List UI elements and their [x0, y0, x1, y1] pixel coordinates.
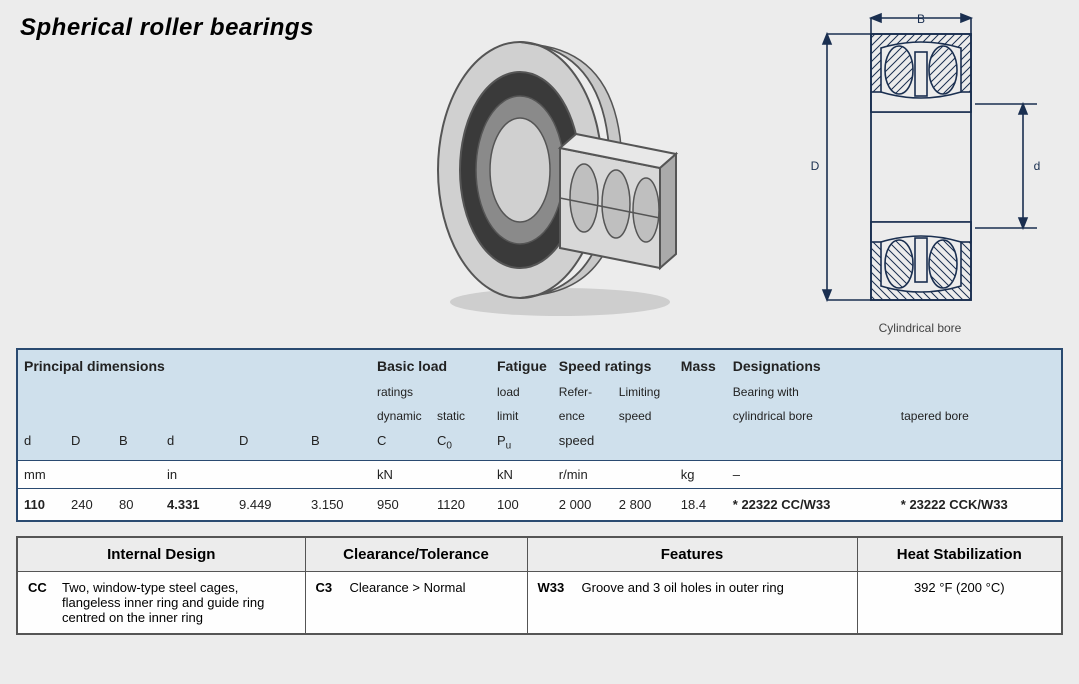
sym-C: C — [371, 425, 431, 460]
attr-features: W33 Groove and 3 oil holes in outer ring — [527, 572, 857, 635]
val-d-in: 4.331 — [161, 488, 233, 521]
attr-clearance-code: C3 — [316, 580, 350, 595]
dim-D-label: D — [811, 159, 820, 173]
unit-mm: mm — [17, 460, 161, 488]
hdr-speed: Speed ratings — [553, 349, 675, 377]
spec-table: Principal dimensions Basic load Fatigue … — [16, 348, 1063, 522]
hdr-refer: Refer- — [553, 377, 613, 401]
hdr-cylbore: cylindrical bore — [727, 401, 895, 425]
attr-heat: 392 °F (200 °C) — [857, 572, 1062, 635]
attr-clearance: C3 Clearance > Normal — [305, 572, 527, 635]
val-d-mm: 110 — [17, 488, 65, 521]
table-row: 110 240 80 4.331 9.449 3.150 950 1120 10… — [17, 488, 1062, 521]
hdr-desig: Designations — [727, 349, 1062, 377]
val-D-mm: 240 — [65, 488, 113, 521]
sym-B1: B — [113, 425, 161, 460]
val-C: 950 — [371, 488, 431, 521]
attr-features-code: W33 — [538, 580, 582, 595]
unit-dash: – — [727, 460, 1062, 488]
attr-features-text: Groove and 3 oil holes in outer ring — [582, 580, 847, 595]
hdr-limspeed: speed — [613, 401, 675, 425]
sym-d1: d — [17, 425, 65, 460]
hdr-ratings: ratings — [371, 377, 491, 401]
val-D-in: 9.449 — [233, 488, 305, 521]
val-Pu: 100 — [491, 488, 553, 521]
hdr-tapbore: tapered bore — [895, 401, 1062, 425]
attr-internal-text: Two, window-type steel cages, flangeless… — [62, 580, 295, 625]
hdr-limiting: Limiting — [613, 377, 675, 401]
sym-C0: C0 — [431, 425, 491, 460]
attribute-table: Internal Design Clearance/Tolerance Feat… — [16, 536, 1063, 635]
hdr-limit: limit — [491, 401, 553, 425]
hdr-ence: ence — [553, 401, 613, 425]
sym-B2: B — [305, 425, 371, 460]
hdr-static: static — [431, 401, 491, 425]
unit-kN1: kN — [371, 460, 491, 488]
hdr-basicload: Basic load — [371, 349, 491, 377]
cross-section-diagram: B D d — [785, 12, 1055, 332]
attrhdr-features: Features — [527, 537, 857, 572]
unit-kg: kg — [675, 460, 727, 488]
unit-in: in — [161, 460, 371, 488]
attr-clearance-text: Clearance > Normal — [350, 580, 517, 595]
hdr-load: load — [491, 377, 553, 401]
val-B-mm: 80 — [113, 488, 161, 521]
val-mass: 18.4 — [675, 488, 727, 521]
val-limspeed: 2 800 — [613, 488, 675, 521]
bearing-3d-render — [410, 30, 690, 320]
hdr-mass: Mass — [675, 349, 727, 377]
val-desig-cyl: * 22322 CC/W33 — [727, 488, 895, 521]
attr-internal-code: CC — [28, 580, 62, 625]
val-desig-tap: * 23222 CCK/W33 — [895, 488, 1062, 521]
unit-kN2: kN — [491, 460, 553, 488]
val-refspeed: 2 000 — [553, 488, 613, 521]
hdr-dynamic: dynamic — [371, 401, 431, 425]
attrhdr-clearance: Clearance/Tolerance — [305, 537, 527, 572]
unit-rmin: r/min — [553, 460, 675, 488]
dim-d-label: d — [1034, 159, 1041, 173]
hero-area: B D d — [0, 10, 1079, 340]
sym-D2: D — [233, 425, 305, 460]
diagram-caption: Cylindrical bore — [785, 321, 1055, 335]
hdr-principal: Principal dimensions — [17, 349, 371, 377]
dim-B-label: B — [917, 12, 925, 26]
attrhdr-heat: Heat Stabilization — [857, 537, 1062, 572]
sym-D1: D — [65, 425, 113, 460]
val-B-in: 3.150 — [305, 488, 371, 521]
attrhdr-internal: Internal Design — [17, 537, 305, 572]
hdr-fatigue: Fatigue — [491, 349, 553, 377]
hdr-speed2: speed — [553, 425, 613, 460]
attr-internal: CC Two, window-type steel cages, flangel… — [17, 572, 305, 635]
sym-Pu: Pu — [491, 425, 553, 460]
sym-d2: d — [161, 425, 233, 460]
val-C0: 1120 — [431, 488, 491, 521]
hdr-bearingwith: Bearing with — [727, 377, 1062, 401]
